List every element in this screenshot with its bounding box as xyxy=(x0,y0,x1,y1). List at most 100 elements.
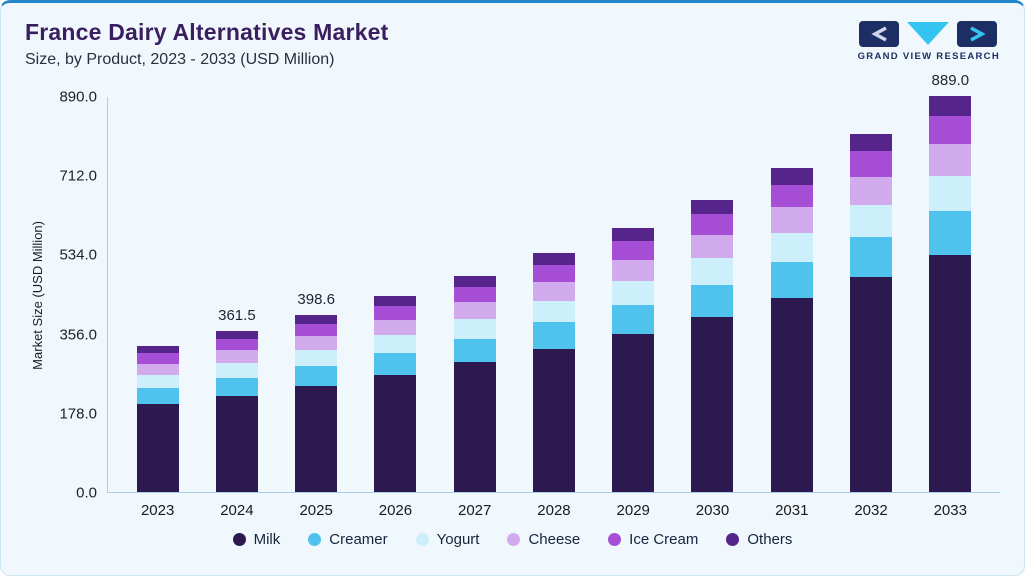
bar-segment-cheese xyxy=(215,350,258,364)
bar-total-label: 361.5 xyxy=(218,307,256,325)
y-tick-label: 890.0 xyxy=(59,88,97,106)
bar-segment-creamer xyxy=(374,353,417,375)
bar-segment-others xyxy=(453,275,496,287)
bar-segment-cheese xyxy=(691,234,734,259)
bar-segment-creamer xyxy=(295,366,338,386)
stacked-bar xyxy=(691,199,734,492)
logo-mark-icon xyxy=(858,21,997,47)
bar-segment-others xyxy=(929,96,972,117)
legend-label: Ice Cream xyxy=(629,531,699,548)
bar-column: 2026 xyxy=(356,272,435,519)
bar-segment-yogurt xyxy=(929,175,972,212)
stacked-bar xyxy=(215,331,258,492)
y-axis-ticks: 0.0 178.0 356.0 534.0 712.0 890.0 xyxy=(49,89,107,502)
y-tick-label: 0.0 xyxy=(76,484,97,502)
x-axis-label: 2029 xyxy=(616,502,650,519)
chart-title: France Dairy Alternatives Market xyxy=(25,19,389,45)
bar-segment-yogurt xyxy=(136,375,179,389)
legend-label: Creamer xyxy=(329,531,388,548)
bar-segment-milk xyxy=(374,374,417,492)
bar-segment-milk xyxy=(691,316,734,492)
y-axis-title-column: Market Size (USD Million) xyxy=(25,97,49,493)
bar-segment-ice-cream xyxy=(929,116,972,144)
plot-area: 2023 361.5 2024 398.6 2025 2026 2027 2028 2029 20… xyxy=(107,72,1000,519)
bar-segment-cheese xyxy=(770,207,813,234)
bar-segment-milk xyxy=(453,362,496,492)
legend-color-dot xyxy=(608,533,622,546)
bar-segment-ice-cream xyxy=(453,286,496,302)
bar-segment-ice-cream xyxy=(770,184,813,208)
bar-segment-creamer xyxy=(136,388,179,405)
legend-item-ice-cream: Ice Cream xyxy=(608,531,698,548)
bar-segment-cheese xyxy=(295,335,338,351)
bar-total-label: 398.6 xyxy=(297,290,335,308)
bar-segment-milk xyxy=(532,348,575,492)
legend-color-dot xyxy=(415,533,429,546)
bar-segment-yogurt xyxy=(612,280,655,305)
bar-segment-cheese xyxy=(532,281,575,301)
bar-segment-creamer xyxy=(532,322,575,349)
grand-view-research-logo: GRAND VIEW RESEARCH xyxy=(858,19,1000,62)
bar-segment-others xyxy=(612,228,655,242)
bar-segment-ice-cream xyxy=(295,323,338,336)
bar-segment-creamer xyxy=(929,211,972,255)
bar-segment-milk xyxy=(929,254,972,492)
bar-column: 361.5 2024 xyxy=(197,307,276,519)
bar-segment-cheese xyxy=(929,143,972,176)
legend-item-others: Others xyxy=(726,531,792,548)
bar-segment-yogurt xyxy=(770,233,813,263)
x-axis-label: 2032 xyxy=(854,502,888,519)
bar-column: 2023 xyxy=(118,322,197,519)
bar-segment-creamer xyxy=(770,262,813,298)
legend-label: Milk xyxy=(253,531,281,548)
bar-segment-ice-cream xyxy=(374,306,417,320)
chart-subtitle: Size, by Product, 2023 - 2033 (USD Milli… xyxy=(25,51,335,68)
bar-segment-cheese xyxy=(136,363,179,376)
stacked-bar xyxy=(532,253,575,492)
bar-column: 2031 xyxy=(752,144,831,519)
bar-segment-ice-cream xyxy=(850,151,893,177)
bar-segment-others xyxy=(374,296,417,307)
bar-segment-milk xyxy=(850,276,893,492)
bar-column: 889.0 2033 xyxy=(911,72,990,519)
bar-segment-ice-cream xyxy=(612,241,655,260)
bar-segment-cheese xyxy=(612,259,655,281)
x-axis-label: 2027 xyxy=(458,502,492,519)
bar-segment-others xyxy=(532,253,575,266)
bar-segment-yogurt xyxy=(453,319,496,339)
x-axis-label: 2024 xyxy=(220,502,254,519)
stacked-bar xyxy=(136,346,179,492)
stacked-bar xyxy=(770,168,813,492)
bar-column: 2030 xyxy=(673,176,752,519)
bar-segment-others xyxy=(770,168,813,185)
x-axis-label: 2026 xyxy=(378,502,413,519)
bar-column: 2027 xyxy=(435,252,514,519)
y-tick-label: 534.0 xyxy=(59,246,97,264)
bar-segment-cheese xyxy=(850,176,893,206)
bar-segment-yogurt xyxy=(374,335,417,354)
bar-segment-yogurt xyxy=(532,301,575,323)
bar-segment-ice-cream xyxy=(215,339,258,351)
bar-segment-creamer xyxy=(453,338,496,363)
chart-header: France Dairy Alternatives Market Size, b… xyxy=(25,19,1000,69)
bar-segment-others xyxy=(136,346,179,354)
stacked-bar xyxy=(612,228,655,492)
bar-segment-others xyxy=(295,314,338,324)
bar-segment-ice-cream xyxy=(136,353,179,364)
bar-segment-milk xyxy=(136,404,179,492)
bar-segment-others xyxy=(850,133,893,152)
logo-text: GRAND VIEW RESEARCH xyxy=(857,51,1000,62)
bar-segment-others xyxy=(215,331,258,340)
x-axis-label: 2031 xyxy=(775,502,809,519)
bar-segment-milk xyxy=(295,385,338,492)
bar-segment-yogurt xyxy=(691,258,734,285)
bar-segment-yogurt xyxy=(295,350,338,367)
bar-segment-ice-cream xyxy=(691,214,734,235)
bar-segment-creamer xyxy=(612,304,655,334)
y-tick-label: 178.0 xyxy=(59,405,97,423)
y-tick-label: 356.0 xyxy=(59,326,97,344)
bar-segment-milk xyxy=(770,297,813,492)
legend-color-dot xyxy=(308,533,322,546)
x-axis-label: 2025 xyxy=(299,502,333,519)
